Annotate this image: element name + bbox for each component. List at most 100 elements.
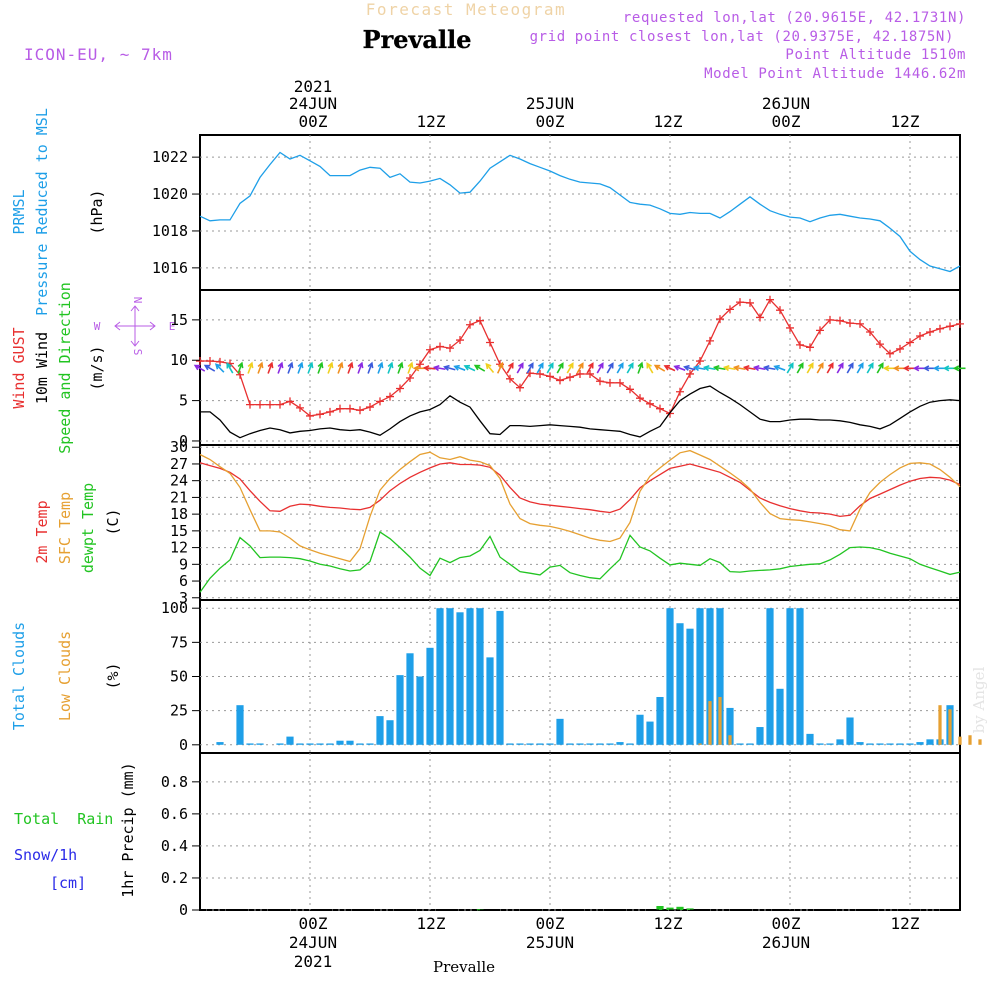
clouds-bar-low-clouds (968, 735, 972, 745)
wind-arrow-head (453, 364, 460, 371)
gust-point (476, 316, 484, 325)
clouds-bar-total-clouds (626, 743, 634, 745)
wind-arrow-head (327, 361, 334, 369)
wind-arrow-head (838, 362, 844, 369)
wind-arrow-head (932, 365, 940, 372)
wind-direction-arrow (454, 365, 466, 371)
gust-point (676, 387, 684, 396)
wind-arrow-head (247, 361, 254, 369)
wind-arrow-head (463, 364, 471, 371)
wind-direction-arrow (674, 365, 686, 371)
gust-point (576, 369, 584, 378)
precip-label-snow: Snow/1h (14, 846, 77, 864)
clouds-bar-total-clouds (316, 743, 324, 745)
gust-point (356, 406, 364, 415)
gust-point (206, 357, 214, 366)
gust-point (656, 404, 664, 413)
wind-arrow-head (912, 365, 920, 372)
wind-direction-arrow (654, 364, 666, 372)
clouds-bar-total-clouds (236, 705, 244, 745)
pressure-ylabel-msl: Pressure Reduced to MSL (33, 108, 51, 316)
gust-point (216, 357, 224, 366)
wind-arrow-head (598, 362, 604, 369)
pressure-ytick-label: 1022 (152, 148, 188, 166)
wind-arrow-head (732, 364, 740, 372)
clouds-bar-total-clouds (446, 608, 454, 745)
clouds-bar-total-clouds (556, 718, 564, 745)
top-hour-label-12z-24: 12Z (417, 112, 446, 131)
wind-arrow-head (367, 361, 374, 369)
wind-direction-arrow (596, 363, 604, 374)
gust-point (196, 357, 204, 366)
wind-arrow-head (752, 364, 760, 372)
wind-direction-arrow (704, 366, 716, 371)
clouds-bar-total-clouds (696, 608, 704, 745)
clouds-bar-total-clouds (816, 743, 824, 745)
clouds-bar-total-clouds (856, 742, 864, 745)
gust-point (896, 344, 904, 353)
wind-direction-arrow (586, 363, 594, 374)
clouds-bar-total-clouds (896, 743, 904, 745)
wind-arrow-head (407, 361, 414, 369)
clouds-bar-total-clouds (806, 733, 814, 745)
wind-direction-arrow (464, 365, 476, 372)
gust-point (506, 374, 514, 383)
top-hour-label-00z-24: 00Z (299, 112, 328, 131)
gust-point (316, 410, 324, 419)
gust-point (956, 319, 964, 328)
gust-point (416, 360, 424, 369)
wind-unit-label: (m/s) (88, 345, 106, 390)
wind-arrow-head (848, 362, 854, 369)
clouds-ytick-label: 75 (170, 633, 188, 651)
gust-point (446, 344, 454, 353)
gust-point (306, 411, 314, 420)
wind-arrow-head (203, 364, 211, 371)
precip-label-cm: [cm] (50, 874, 86, 892)
clouds-bar-total-clouds (336, 740, 344, 745)
wind-ylabel-direction: Speed and Direction (56, 282, 74, 454)
clouds-bar-total-clouds (376, 716, 384, 745)
bottom-date-label-26jun: 26JUN (762, 933, 810, 952)
wind-arrow-head (277, 361, 284, 369)
clouds-bar-total-clouds (436, 608, 444, 745)
clouds-bar-total-clouds (826, 743, 834, 745)
wind-arrow-head (297, 361, 304, 369)
wind-arrow-head (828, 362, 834, 369)
wind-arrow-head (337, 361, 344, 369)
pressure-unit-label: (hPa) (88, 189, 106, 234)
wind-direction-arrow (485, 363, 495, 374)
wind-arrow-head (347, 361, 354, 369)
wind-direction-arrow (194, 364, 206, 372)
gust-point (706, 336, 714, 345)
gust-point (236, 370, 244, 379)
clouds-bar-total-clouds (326, 743, 334, 745)
clouds-bar-total-clouds (726, 707, 734, 745)
precipitation-bar-total-rain (666, 907, 674, 910)
clouds-bar-total-clouds (306, 743, 314, 745)
wind-ylabel-10m: 10m Wind (33, 332, 51, 404)
wind-direction-arrow (637, 362, 643, 374)
wind-direction-arrow (856, 363, 864, 374)
wind-direction-arrow (566, 363, 574, 374)
grid-layer (200, 135, 960, 911)
clouds-ylabel-low: Low Clouds (56, 631, 74, 721)
precip-ylabel: 1hr Precip (mm) (119, 762, 137, 897)
clouds-bar-total-clouds (456, 612, 464, 745)
clouds-ytick-label: 25 (170, 702, 188, 720)
wind-ytick-label: 0 (179, 432, 188, 450)
wind-arrow-head (868, 362, 874, 369)
clouds-bar-total-clouds (526, 743, 534, 745)
compass-west: W (94, 320, 101, 333)
clouds-bar-total-clouds (356, 743, 364, 745)
clouds-bar-total-clouds (686, 628, 694, 745)
wind-arrow-head (637, 361, 644, 369)
wind-direction-arrow (367, 362, 373, 374)
gust-point (816, 326, 824, 335)
wind-arrow-head (558, 362, 564, 369)
clouds-bar-total-clouds (426, 647, 434, 745)
bottom-date-label-24jun: 24JUN (289, 933, 337, 952)
clouds-bar-total-clouds (346, 740, 354, 745)
wind-arrow-head (808, 362, 814, 369)
wind-arrow-head (307, 361, 314, 369)
